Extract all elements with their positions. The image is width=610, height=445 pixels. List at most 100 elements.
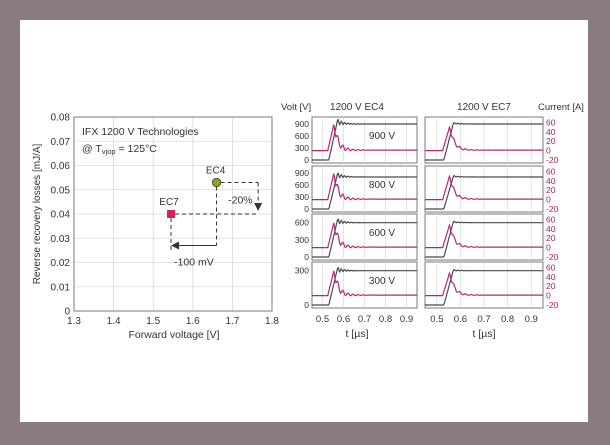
scatter-x-tick-label: 1.3 [67,316,81,327]
current-tick-label: -20 [546,155,559,165]
scatter-x-tick-label: 1.5 [146,316,160,327]
voltage-tick-label: 300 [295,235,309,245]
voltage-trace [425,220,543,258]
current-tick-label: 0 [546,195,551,205]
current-tick-label: 20 [546,136,556,146]
current-trace [312,173,417,201]
current-trace [312,124,417,152]
voltage-tick-label: 0 [304,252,309,262]
current-tick-label: 60 [546,262,556,272]
ec7-x-axis-label: t [µs] [473,328,496,340]
current-trace [425,174,543,201]
column-title-ec4: 1200 V EC4 [330,102,384,113]
scatter-y-tick-label: 0.06 [51,161,71,172]
waveform-x-tick-label: 0.7 [358,314,371,325]
waveform-x-tick-label: 0.5 [430,314,443,325]
title-line2-subscript: vjop [102,147,116,156]
current-tick-label: 40 [546,127,556,137]
current-tick-label: 20 [546,233,556,243]
voltage-trace [312,218,417,258]
voltage-reduction-label: -100 mV [174,257,214,269]
voltage-tick-label: 300 [295,143,309,153]
panel-voltage-label: 300 V [369,276,395,287]
column-title-ec7: 1200 V EC7 [457,102,511,113]
current-trace [312,270,417,297]
ec4-point-label: EC4 [206,165,226,176]
panel-voltage-label: 900 V [369,131,395,142]
current-tick-label: 40 [546,272,556,282]
current-axis-title: Current [A] [538,102,584,113]
panel-voltage-label: 800 V [369,180,395,191]
ec7-point [167,210,176,218]
ec7-point-label: EC7 [159,197,179,208]
voltage-tick-label: 900 [295,119,309,129]
waveform-x-tick-label: 0.5 [316,314,329,325]
waveform-x-tick-label: 0.9 [525,314,538,325]
voltage-tick-label: 300 [295,266,309,276]
waveform-x-tick-label: 0.8 [379,314,392,325]
scatter-y-tick-label: 0.02 [51,258,71,269]
loss-reduction-label: -20% [228,194,253,206]
waveform-x-tick-label: 0.6 [337,314,350,325]
scatter-y-tick-label: 0.05 [51,185,71,196]
voltage-tick-label: 0 [304,155,309,165]
current-tick-label: 60 [546,214,556,224]
scatter-y-tick-label: 0.07 [51,137,71,148]
voltage-trace [425,269,543,306]
voltage-tick-label: 600 [295,131,309,141]
current-tick-label: -20 [546,204,559,214]
ec4-x-axis-label: t [µs] [346,328,369,340]
current-trace [312,222,417,249]
scatter-y-tick-label: 0.04 [51,210,71,221]
waveform-chart: Volt [V] 1200 V EC4 1200 V EC7 Current [… [281,102,584,340]
voltage-trace [312,266,417,306]
scatter-title-line1: IFX 1200 V Technologies [82,126,199,138]
current-tick-label: 40 [546,224,556,234]
scatter-y-tick-label: 0.01 [51,282,71,293]
scatter-x-tick-label: 1.7 [225,316,239,327]
figure-svg: 1.3 1.4 1.5 1.6 1.7 1.8 0 0.01 0.02 0.03 0.04 0.05… [32,102,584,341]
voltage-trace [312,118,417,161]
scatter-plot-frame [73,116,273,312]
title-line2-prefix: @ T [82,143,102,155]
panel-voltage-label: 600 V [369,228,395,239]
voltage-axis-title: Volt [V] [281,102,311,113]
voltage-trace [425,122,543,161]
voltage-tick-label: 600 [295,218,309,228]
current-tick-label: -20 [546,252,559,262]
current-trace [425,271,543,297]
voltage-tick-label: 900 [295,168,309,178]
current-tick-label: 40 [546,176,556,186]
scatter-y-tick-label: 0.03 [51,234,71,245]
title-line2-suffix: = 125°C [116,143,158,155]
scatter-y-tick-label: 0.08 [51,113,71,124]
current-tick-label: 60 [546,117,556,127]
scatter-y-tick-label: 0 [64,307,70,318]
scatter-arrows [170,181,263,253]
voltage-trace [312,172,417,210]
figure-canvas: 1.3 1.4 1.5 1.6 1.7 1.8 0 0.01 0.02 0.03 0.04 0.05… [20,20,588,422]
waveform-x-tick-labels: 0.5 0.6 0.7 0.8 0.9 0.5 0.6 0.7 0.8 0.9 [316,314,538,325]
current-trace [425,223,543,249]
scatter-x-axis-label: Forward voltage [V] [128,329,219,341]
current-tick-label: 20 [546,281,556,291]
voltage-tick-label: 0 [304,300,309,310]
current-tick-label: 20 [546,185,556,195]
scatter-points: EC4 EC7 [159,165,226,218]
voltage-tick-label: 300 [295,192,309,202]
scatter-title-line2: @ Tvjop = 125°C [82,143,157,156]
ec4-point [211,177,222,188]
scatter-grid [74,117,272,311]
waveform-x-tick-label: 0.8 [501,314,514,325]
current-tick-label: 0 [546,146,551,156]
current-tick-label: 60 [546,166,556,176]
waveform-x-tick-label: 0.7 [477,314,490,325]
scatter-y-tick-labels: 0 0.01 0.02 0.03 0.04 0.05 0.06 0.07 0.08 [51,113,71,318]
scatter-x-tick-label: 1.8 [265,316,279,327]
waveform-x-tick-label: 0.6 [454,314,467,325]
current-trace [425,125,543,152]
current-tick-label: -20 [546,300,559,310]
scatter-x-tick-label: 1.4 [107,316,121,327]
waveform-x-tick-label: 0.9 [400,314,413,325]
